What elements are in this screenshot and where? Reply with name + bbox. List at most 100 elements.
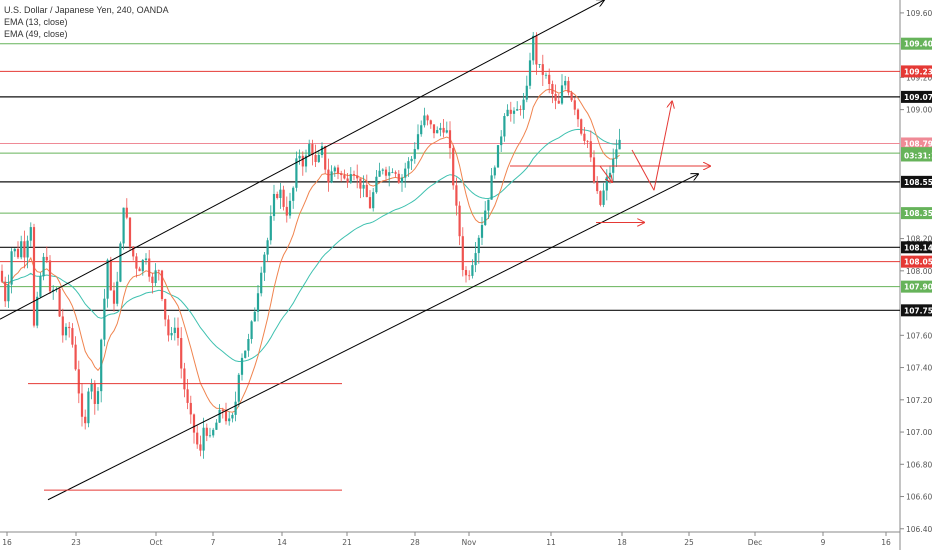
- candle-body: [311, 144, 314, 156]
- candle-body: [52, 289, 55, 292]
- price-tag: 109.237: [904, 67, 932, 76]
- annotation-line: [599, 165, 612, 182]
- candle-body: [170, 333, 173, 336]
- candle-body: [29, 227, 32, 241]
- candle-body: [292, 187, 295, 201]
- price-tick-label: 108.200: [906, 235, 932, 244]
- candle-body: [84, 416, 87, 424]
- candle-body: [58, 288, 61, 317]
- candle-body: [391, 172, 394, 173]
- candle-body: [333, 167, 336, 172]
- candle-body: [407, 161, 410, 169]
- candle-body: [4, 281, 7, 302]
- price-tick-label: 107.000: [906, 428, 932, 437]
- candle-body: [256, 293, 260, 312]
- candle-body: [16, 248, 20, 258]
- candle-body: [135, 256, 138, 269]
- candle-body: [100, 339, 103, 392]
- candle-body: [352, 174, 356, 176]
- candle-body: [596, 182, 599, 192]
- annotation-line: [631, 149, 655, 191]
- time-tick-label: Oct: [150, 538, 163, 547]
- ema-13-label[interactable]: EMA (13, close): [4, 17, 68, 27]
- candle-body: [212, 429, 215, 436]
- candle-body: [586, 140, 589, 142]
- time-tick-label: 25: [684, 538, 694, 547]
- candle-body: [116, 281, 119, 304]
- candle-body: [490, 175, 493, 200]
- candles: [0, 31, 621, 459]
- candle-body: [359, 178, 362, 189]
- candle-body: [420, 125, 423, 135]
- candle-body: [109, 259, 112, 291]
- candle-body: [138, 268, 141, 272]
- price-tick-label: 107.600: [906, 331, 932, 340]
- candle-body: [128, 217, 132, 247]
- candle-body: [589, 141, 592, 158]
- candle-body: [557, 100, 560, 104]
- time-tick-label: 14: [277, 538, 287, 547]
- candle-body: [205, 427, 208, 436]
- candle-body: [464, 269, 468, 276]
- price-tick-label: 109.000: [906, 106, 932, 115]
- symbol-title[interactable]: U.S. Dollar / Japanese Yen, 240, OANDA: [4, 5, 169, 15]
- candle-body: [452, 148, 455, 186]
- candle-body: [77, 369, 80, 394]
- price-tag: 109.409: [904, 40, 932, 49]
- candle-body: [362, 184, 365, 189]
- candle-body: [381, 169, 384, 171]
- price-tag-bg: [901, 90, 932, 103]
- candle-body: [20, 241, 23, 258]
- price-tag-bg: [901, 280, 932, 293]
- candle-body: [404, 168, 407, 178]
- candle-body: [215, 422, 218, 430]
- candle-body: [474, 253, 477, 266]
- candle-body: [397, 173, 400, 183]
- candle-body: [599, 191, 602, 205]
- candle-body: [106, 259, 109, 299]
- candle-body: [164, 299, 167, 320]
- candle-body: [372, 192, 375, 209]
- trend-line: [47, 174, 698, 501]
- candle-body: [605, 177, 608, 191]
- candle-body: [330, 171, 333, 183]
- candle-body: [250, 321, 253, 340]
- candle-body: [525, 85, 528, 100]
- candle-body: [276, 193, 279, 198]
- candle-body: [13, 248, 16, 252]
- ema-49-label[interactable]: EMA (49, close): [4, 29, 68, 39]
- candle-body: [538, 64, 541, 65]
- price-tag-bg: [901, 304, 932, 317]
- candle-body: [356, 175, 359, 179]
- price-tick-label: 106.400: [906, 525, 932, 534]
- candle-body: [567, 80, 570, 93]
- candle-body: [573, 100, 576, 110]
- candle-body: [458, 205, 461, 237]
- candle-body: [535, 35, 538, 65]
- candle-body: [327, 169, 330, 183]
- candle-body: [234, 401, 237, 415]
- candle-body: [176, 327, 180, 339]
- time-tick-label: Nov: [462, 538, 477, 547]
- candle-body: [0, 270, 4, 282]
- candle-body: [503, 115, 506, 137]
- candle-body: [618, 139, 621, 150]
- time-tick-label: 21: [342, 538, 352, 547]
- candle-body: [468, 275, 471, 277]
- candle-body: [96, 391, 100, 404]
- candle-body: [282, 189, 285, 207]
- time-tick-label: Dec: [748, 538, 763, 547]
- candle-body: [516, 109, 519, 111]
- candle-body: [151, 276, 154, 284]
- candle-body: [244, 350, 247, 358]
- chart-legend: U.S. Dollar / Japanese Yen, 240, OANDA E…: [4, 4, 169, 40]
- candle-body: [576, 109, 580, 120]
- candle-body: [132, 246, 135, 257]
- candle-body: [263, 254, 266, 273]
- candle-body: [80, 393, 84, 417]
- time-tick-label: 7: [211, 538, 216, 547]
- candle-body: [266, 240, 269, 255]
- candle-body: [308, 144, 311, 156]
- candle-body: [432, 124, 436, 134]
